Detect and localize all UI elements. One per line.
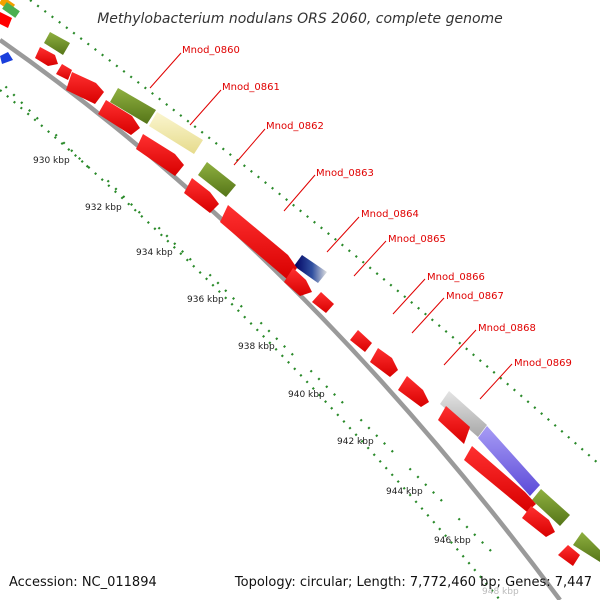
cds-features [35,47,580,566]
gene-label[interactable]: Mnod_0861 [222,82,280,93]
cog-feature-olive [110,88,156,124]
tick-label: 946 kbp [434,536,471,546]
cog-feature-slate [478,426,540,496]
map-title: Methylobacterium nodulans ORS 2060, comp… [97,11,503,27]
gene-label[interactable]: Mnod_0869 [514,358,572,369]
gene-label[interactable]: Mnod_0866 [427,272,485,283]
ruler-tick-labels: 930 kbp 932 kbp 934 kbp 936 kbp 938 kbp … [33,156,519,597]
cog-feature-silver [440,391,487,437]
cds-arrow [398,376,429,407]
cds-arrow [284,268,312,296]
tick-label: 938 kbp [238,342,275,352]
cog-features [44,32,600,562]
gene-label[interactable]: Mnod_0863 [316,168,374,179]
accession-text: Accession: NC_011894 [9,575,157,590]
gene-label[interactable]: Mnod_0867 [446,291,504,302]
cds-arrow [98,100,140,135]
tick-label: 940 kbp [288,390,325,400]
gene-callouts: Mnod_0860 Mnod_0861 Mnod_0862 Mnod_0863 … [149,45,572,400]
cds-arrow [56,64,72,80]
green-feature [2,2,20,18]
gene-label[interactable]: Mnod_0865 [388,234,446,245]
cds-arrow [220,205,297,280]
cog-feature-olive [573,532,600,562]
tick-label: 930 kbp [33,156,70,166]
cds-arrow [136,134,184,176]
tick-label: 932 kbp [85,203,122,213]
cds-feature-edge [0,12,12,28]
cds-arrow [522,506,555,537]
cds-arrow [35,47,58,66]
cog-feature-khaki [149,112,203,154]
cds-arrow [438,406,470,444]
cog-feature-olive [198,162,236,197]
cds-arrow [558,545,580,566]
gene-label[interactable]: Mnod_0868 [478,323,536,334]
ruler-tick-line [2,83,39,120]
gene-label[interactable]: Mnod_0864 [361,209,419,220]
genome-summary-text: Topology: circular; Length: 7,772,460 bp… [234,575,592,590]
tick-label: 942 kbp [337,437,374,447]
cds-arrow [184,178,219,213]
cog-feature-navy [294,255,327,283]
gene-label[interactable]: Mnod_0860 [182,45,240,56]
cds-arrow [370,348,398,377]
blue-feature [0,52,13,64]
cds-arrow [66,72,104,104]
tick-label: 944 kbp [386,487,423,497]
cds-arrow [464,446,536,512]
tick-label: 936 kbp [187,295,224,305]
tick-label-faded: 948 kbp [482,587,519,597]
cog-feature-olive [532,489,570,526]
cds-arrow [350,330,372,352]
cds-arrow [312,292,334,313]
gene-label[interactable]: Mnod_0862 [266,121,324,132]
tick-label: 934 kbp [136,248,173,258]
cog-feature-olive [44,32,70,55]
ruler-ticks [2,83,492,552]
